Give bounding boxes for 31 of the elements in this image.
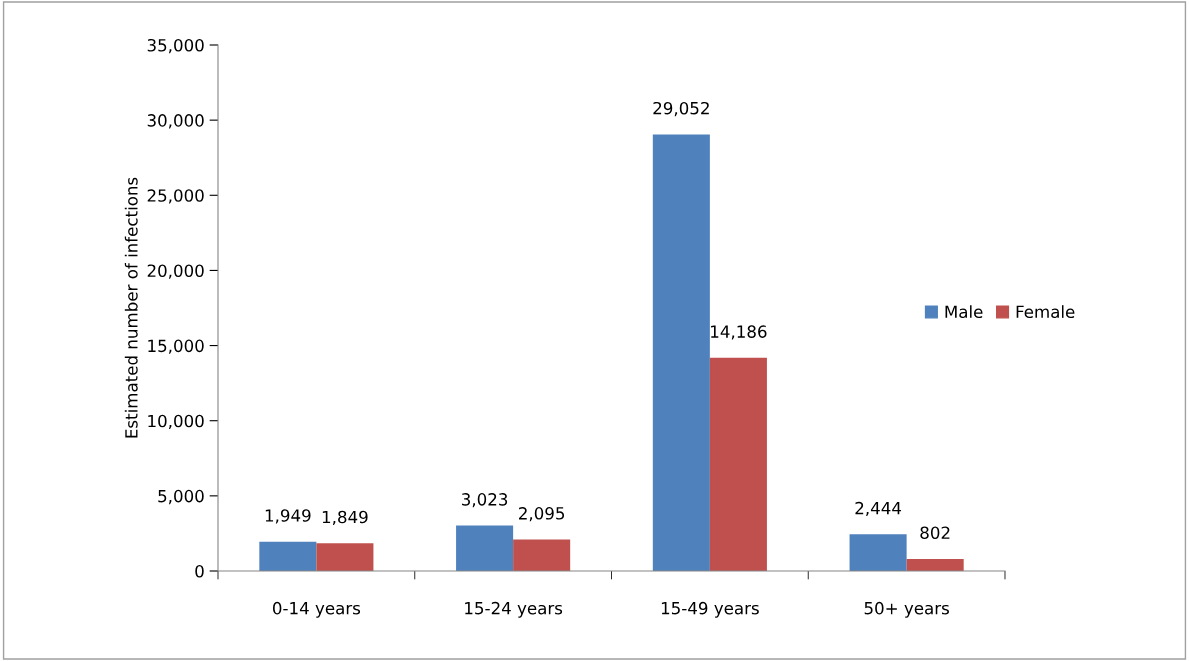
- x-tick-label: 0-14 years: [272, 601, 361, 618]
- x-tick-label: 50+ years: [864, 601, 949, 618]
- bar: [259, 541, 317, 571]
- y-tick-label: 30,000: [147, 114, 204, 129]
- bar: [652, 134, 710, 571]
- data-label: 1,849: [322, 510, 368, 526]
- y-tick-label: 25,000: [147, 189, 204, 204]
- bar: [849, 534, 907, 571]
- legend-label: Male: [945, 305, 983, 319]
- y-tick-label: 0: [195, 564, 204, 578]
- data-label: 29,052: [653, 101, 709, 117]
- x-tick-label: 15-24 years: [465, 601, 563, 618]
- bar: [316, 543, 374, 571]
- data-label: 802: [920, 526, 950, 540]
- legend-label: Female: [1016, 305, 1075, 319]
- data-label: 14,186: [711, 325, 767, 340]
- y-tick-label: 20,000: [147, 264, 204, 279]
- y-tick-label: 15,000: [148, 339, 204, 354]
- bar: [709, 357, 767, 571]
- data-label: 2,444: [855, 501, 902, 517]
- bar: [906, 558, 964, 571]
- bar: [456, 525, 514, 571]
- bar: [513, 539, 571, 571]
- x-tick-label: 15-49 years: [661, 601, 759, 618]
- y-axis-title: Estimated number of infections: [124, 177, 138, 438]
- data-label: 3,023: [462, 493, 508, 508]
- y-tick-label: 35,000: [147, 38, 204, 54]
- y-tick-label: 10,000: [148, 414, 204, 429]
- data-label: 1,949: [265, 509, 311, 524]
- y-tick-label: 5,000: [158, 489, 204, 505]
- data-label: 2,095: [519, 507, 565, 522]
